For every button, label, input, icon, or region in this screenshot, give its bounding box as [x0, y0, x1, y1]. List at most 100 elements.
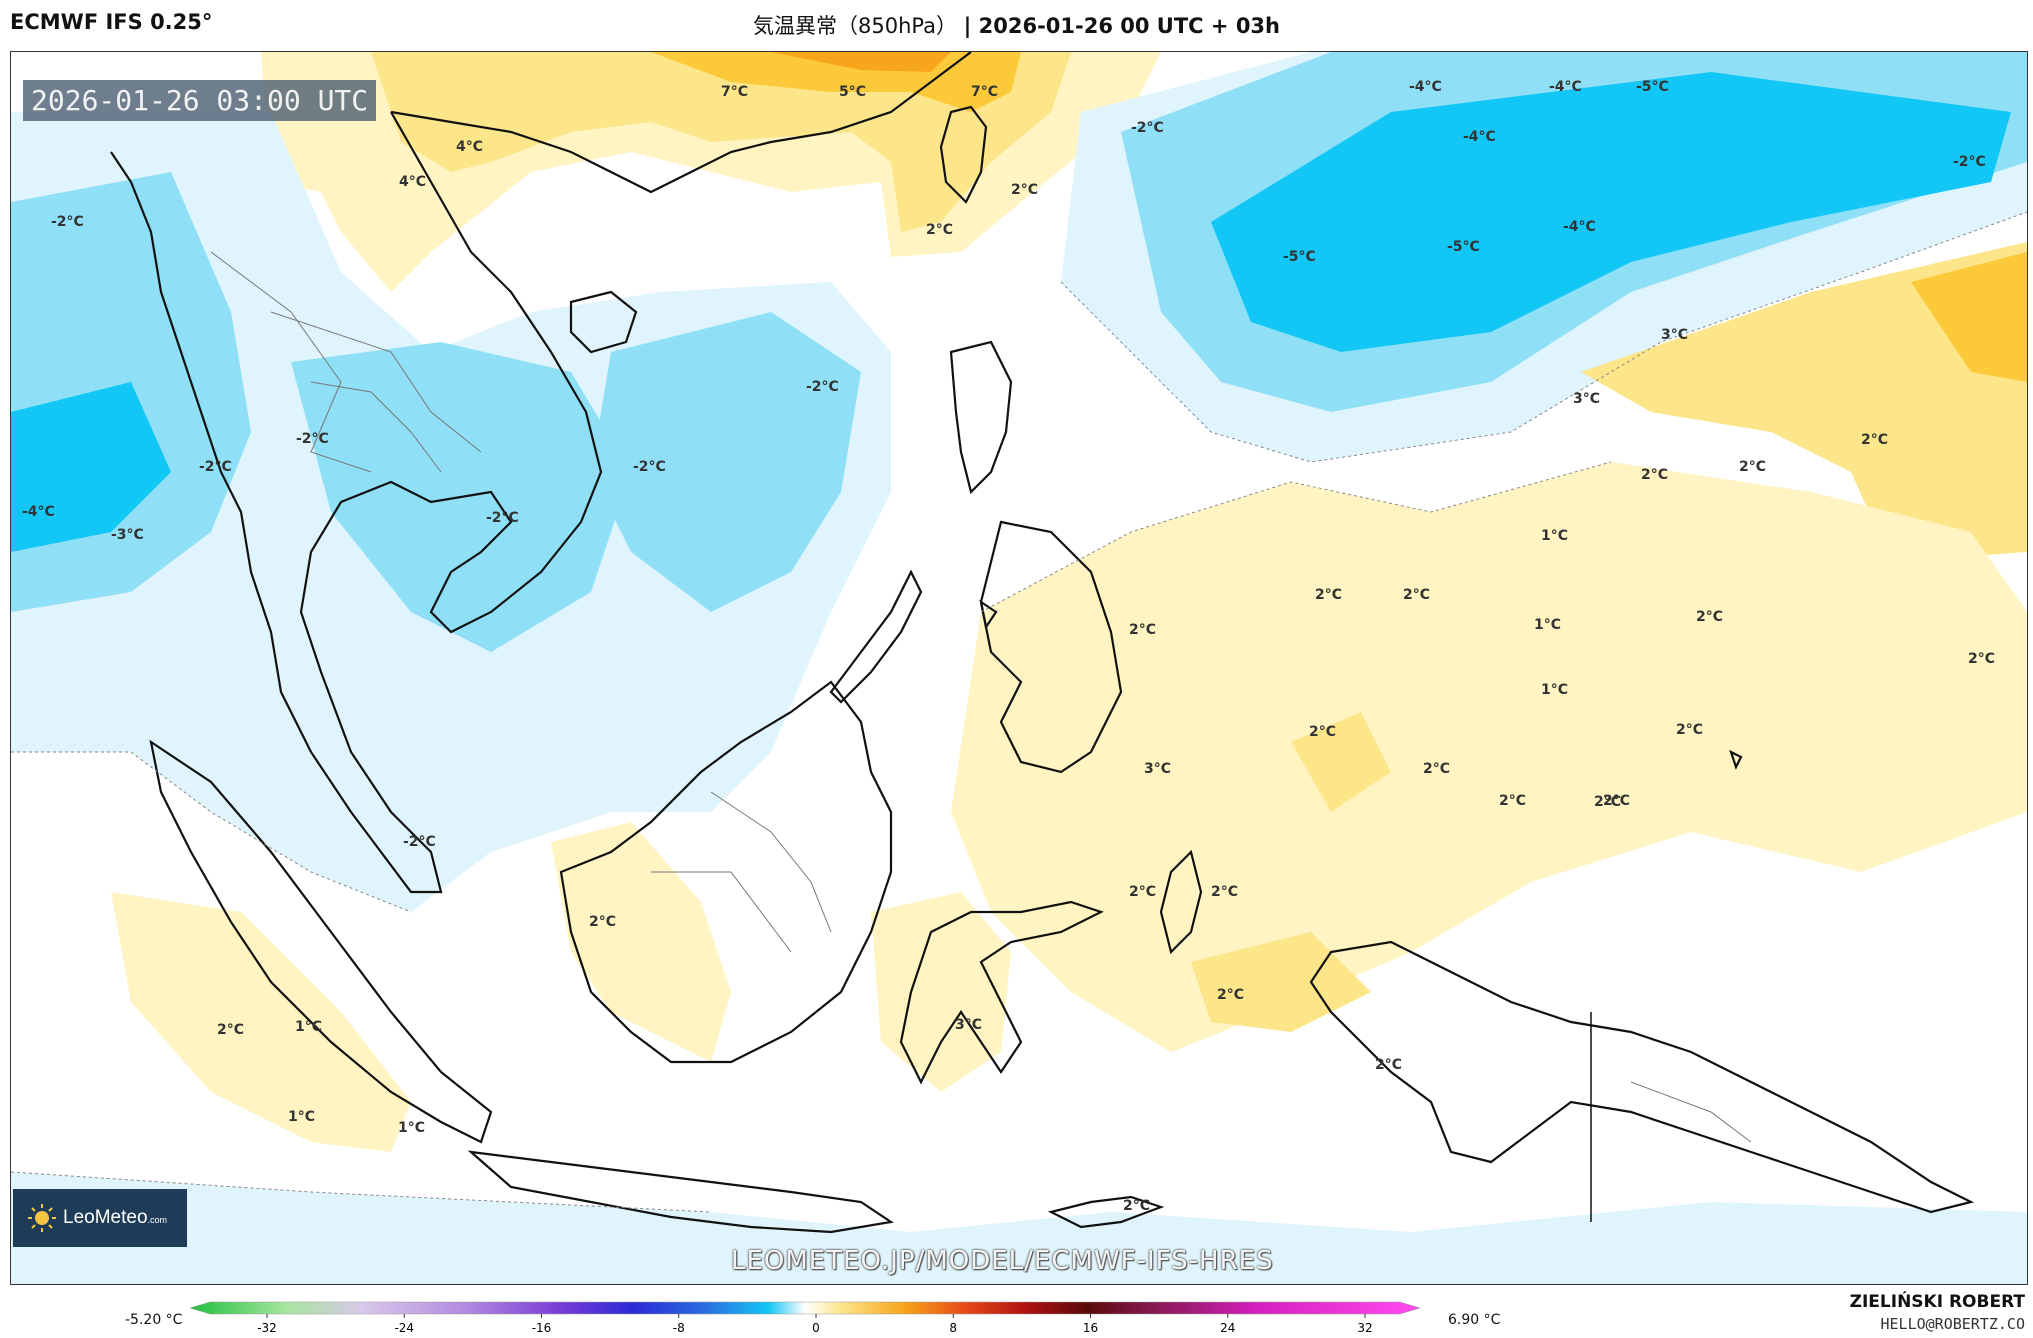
- temperature-label: 1°C: [1541, 528, 1568, 544]
- temperature-label: 2°C: [1423, 761, 1450, 777]
- temperature-label: -2°C: [633, 459, 666, 475]
- temperature-label: 2°C: [217, 1022, 244, 1038]
- warm-region-sumatra: [111, 892, 411, 1152]
- chart-title: 気温異常（850hPa） | 2026-01-26 00 UTC + 03h: [0, 10, 2033, 40]
- temperature-label: 1°C: [295, 1019, 322, 1035]
- title-run: | 2026-01-26 00 UTC + 03h: [963, 14, 1280, 38]
- temperature-label: 3°C: [955, 1017, 982, 1033]
- temperature-label: -2°C: [296, 431, 329, 447]
- colorbar-tick-label: 8: [949, 1321, 957, 1335]
- cold-region-south: [11, 1172, 2027, 1284]
- warm-region-east: [1581, 242, 2027, 562]
- temperature-label: 1°C: [1534, 617, 1561, 633]
- colorbar-tick-label: -16: [532, 1321, 552, 1335]
- source-watermark: LEOMETEO.JP/MODEL/ECMWF-IFS-HRES: [731, 1246, 1274, 1276]
- temperature-label: 2°C: [1403, 587, 1430, 603]
- temperature-label: 2°C: [1217, 987, 1244, 1003]
- temperature-labels: -2°C4°C4°C7°C 5°C 7°C2°C2°C-2°C-4°C-4°C-4°…: [22, 79, 1995, 1214]
- temperature-label: -4°C: [22, 504, 55, 520]
- temperature-label: -4°C: [1549, 79, 1582, 95]
- temperature-label: -2°C: [1131, 120, 1164, 136]
- colorbar-tick-label: -24: [394, 1321, 414, 1335]
- temperature-label: 2°C: [589, 914, 616, 930]
- anomaly-fields: [11, 52, 2027, 1284]
- temperature-label: -4°C: [1563, 219, 1596, 235]
- admin-borders: [210, 251, 1752, 1143]
- temperature-label: 2°C: [1968, 651, 1995, 667]
- colorbar-ticks: -32 -24 -16 -8 0 8 16 24 32: [257, 1314, 1373, 1335]
- temperature-label: 4°C: [456, 139, 483, 155]
- warm-region-east-2: [1911, 252, 2027, 382]
- valid-time-badge: 2026-01-26 03:00 UTC: [23, 80, 377, 121]
- cold-region-andaman: [11, 382, 171, 552]
- temperature-label: -5°C: [1636, 79, 1669, 95]
- model-name: ECMWF IFS 0.25°: [10, 10, 213, 34]
- coastlines: [110, 52, 1975, 1234]
- temperature-label: 2°C: [1603, 793, 1630, 809]
- warm-region-borneo: [551, 822, 731, 1062]
- temperature-label: -5°C: [1447, 239, 1480, 255]
- temperature-label: -4°C: [1463, 129, 1496, 145]
- temperature-label: -2°C: [199, 459, 232, 475]
- warm-region-north-4: [771, 52, 951, 72]
- temperature-label: 3°C: [1573, 391, 1600, 407]
- temperature-label: 1°C: [288, 1109, 315, 1125]
- temperature-label: 5°C: [839, 84, 866, 100]
- logo-text: LeoMeteo.com: [63, 1207, 168, 1228]
- sun-icon: [28, 1204, 56, 1232]
- temperature-label: 2°C: [926, 222, 953, 238]
- anomaly-map: -2°C4°C4°C7°C 5°C 7°C2°C2°C-2°C-4°C-4°C-4°…: [11, 52, 2027, 1284]
- temperature-label: 3°C: [1661, 327, 1688, 343]
- temperature-label: 2°C: [1011, 182, 1038, 198]
- colorbar-tick-label: -32: [257, 1321, 277, 1335]
- author-email[interactable]: HELLO@ROBERTZ.CO: [1880, 1315, 2026, 1333]
- temperature-label: 2°C: [1123, 1198, 1150, 1214]
- temperature-label: 2°C: [1676, 722, 1703, 738]
- contour-lines: [11, 211, 2027, 1213]
- colorbar-tick-label: -8: [673, 1321, 685, 1335]
- cold-region-scs: [591, 312, 861, 612]
- colorbar-tick-label: 32: [1357, 1321, 1372, 1335]
- colorbar-tick-label: 0: [812, 1321, 820, 1335]
- temperature-label: 1°C: [398, 1120, 425, 1136]
- colorbar: -5.20 °C 6.90 °C: [0, 1288, 2033, 1338]
- temperature-label: 4°C: [399, 174, 426, 190]
- temperature-label: 7°C: [971, 84, 998, 100]
- leometeo-logo[interactable]: LeoMeteo.com: [13, 1189, 187, 1247]
- temperature-label: 2°C: [1129, 622, 1156, 638]
- temperature-label: 2°C: [1594, 794, 1621, 810]
- temperature-label: 3°C: [1144, 761, 1171, 777]
- temperature-label: 2°C: [1309, 724, 1336, 740]
- title-variable: 気温異常（850hPa）: [752, 14, 957, 38]
- temperature-label: 2°C: [1696, 609, 1723, 625]
- temperature-label: 2°C: [1375, 1057, 1402, 1073]
- temperature-label: 2°C: [1739, 459, 1766, 475]
- temperature-label: -2°C: [403, 834, 436, 850]
- warm-region-central-3: [1191, 932, 1371, 1032]
- temperature-label: 1°C: [1541, 682, 1568, 698]
- temperature-label: -5°C: [1283, 249, 1316, 265]
- temperature-label: 7°C: [721, 84, 748, 100]
- warm-region-north-2: [371, 52, 1071, 232]
- temperature-label: -2°C: [806, 379, 839, 395]
- warm-region-central-2: [1291, 712, 1391, 812]
- colorbar-scale: -32 -24 -16 -8 0 8 16 24 32: [189, 1301, 1421, 1335]
- temperature-label: 2°C: [1499, 793, 1526, 809]
- cold-region-ne-strong: [1211, 72, 2011, 352]
- temperature-label: -3°C: [111, 527, 144, 543]
- colorbar-max-label: 6.90 °C: [1448, 1312, 1501, 1328]
- temperature-label: 2°C: [1211, 884, 1238, 900]
- temperature-label: -2°C: [51, 214, 84, 230]
- author-name: ZIELIŃSKI ROBERT: [1849, 1292, 2025, 1312]
- warm-region-central: [951, 462, 2027, 1052]
- temperature-label: -2°C: [1953, 154, 1986, 170]
- map-panel[interactable]: -2°C 4°C 4°C 7°C 5°C 7°C 2°C 2°C -2°C -4°C -4°C -4°…: [10, 51, 2028, 1285]
- colorbar-min-label: -5.20 °C: [125, 1312, 183, 1328]
- temperature-label: 2°C: [1129, 884, 1156, 900]
- temperature-label: 2°C: [1315, 587, 1342, 603]
- temperature-label: 2°C: [1861, 432, 1888, 448]
- temperature-label: 2°C: [1641, 467, 1668, 483]
- colorbar-tick-label: 16: [1083, 1321, 1098, 1335]
- warm-region-sulawesi: [871, 892, 1011, 1092]
- colorbar-tick-label: 24: [1220, 1321, 1235, 1335]
